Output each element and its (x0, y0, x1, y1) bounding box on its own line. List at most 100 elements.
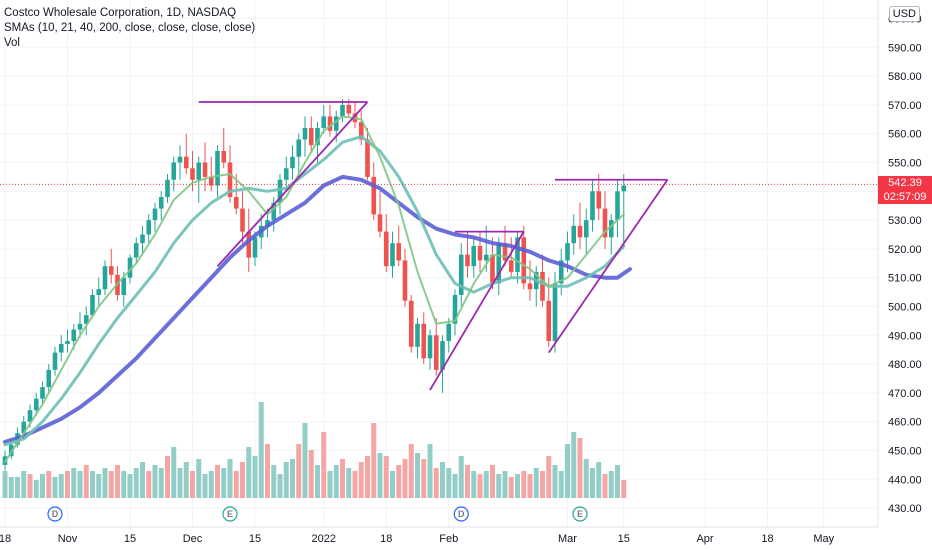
candle-body (283, 168, 289, 180)
time-tick-label: 18 (0, 533, 11, 545)
volume-bar (271, 465, 277, 498)
candle-body (540, 271, 545, 301)
candle-body (90, 294, 95, 316)
volume-bar (427, 444, 433, 498)
candle-body (577, 225, 583, 238)
candle-body (133, 243, 139, 258)
legend-vol[interactable]: Vol (4, 37, 20, 49)
candle-body (427, 335, 433, 359)
candle-body (183, 156, 189, 169)
volume-bar (52, 477, 58, 498)
candle-body (402, 260, 408, 301)
price-tick-label: 550.00 (888, 158, 922, 170)
candle-body (52, 352, 58, 370)
candle-body (46, 369, 52, 388)
candle-body (458, 254, 464, 295)
price-tick-label: 450.00 (888, 446, 922, 458)
volume-bar (596, 462, 602, 498)
candle-body (227, 162, 233, 198)
candle-body (221, 150, 227, 163)
price-tick-label: 520.00 (888, 244, 922, 256)
volume-bar (8, 477, 14, 498)
currency-badge[interactable]: USD (888, 6, 920, 22)
price-tick-label: 480.00 (888, 359, 922, 371)
volume-bar (296, 444, 302, 498)
volume-bar (465, 465, 470, 498)
price-axis-panel[interactable] (878, 0, 932, 527)
volume-bar (146, 471, 152, 498)
volume-bar (265, 444, 270, 498)
legend-sma[interactable]: SMAs (10, 21, 40, 200, close, close, clo… (4, 22, 256, 34)
candle-body (8, 444, 14, 457)
volume-bar (452, 474, 458, 498)
volume-bar (46, 471, 52, 498)
volume-bar (215, 465, 220, 498)
volume-bar (233, 471, 239, 498)
candle-body (483, 254, 489, 261)
trend-line[interactable] (548, 179, 669, 354)
dividend-marker-icon[interactable] (47, 506, 63, 522)
candle-body (146, 220, 152, 235)
volume-bar (615, 465, 620, 498)
volume-bar (327, 471, 333, 498)
earnings-marker-icon[interactable] (222, 506, 238, 522)
volume-bar (90, 471, 95, 498)
volume-bar (202, 474, 208, 498)
volume-bar (608, 471, 614, 498)
event-marker-label: D (458, 509, 465, 519)
candle-body (265, 220, 270, 226)
time-axis-panel[interactable] (0, 527, 932, 550)
volume-bar (196, 459, 202, 498)
volume-bar (390, 471, 395, 498)
time-tick-label: 18 (761, 533, 773, 545)
volume-bar (546, 456, 552, 498)
volume-bar (308, 450, 314, 498)
trend-line[interactable] (429, 231, 525, 391)
volume-bar (396, 465, 402, 498)
dividend-marker-icon[interactable] (453, 506, 469, 522)
volume-bar (208, 471, 214, 498)
legend-title[interactable]: Costco Wholesale Corporation, 1D, NASDAQ (4, 7, 237, 19)
candle-body (590, 191, 595, 221)
volume-bar (502, 471, 508, 498)
price-tick-label: 560.00 (888, 129, 922, 141)
candle-body (383, 231, 389, 267)
time-tick-label: May (813, 533, 834, 545)
candle-body (546, 300, 552, 342)
sma-10-line (4, 115, 625, 463)
volume-bar (258, 402, 264, 498)
volume-bar (577, 438, 583, 498)
volume-bar (521, 471, 527, 498)
trend-line[interactable] (216, 101, 369, 267)
pattern-lines[interactable] (198, 101, 669, 391)
volume-bar (358, 462, 364, 498)
time-tick-label: Mar (558, 533, 577, 545)
volume-bar (246, 447, 252, 498)
volume-bar (77, 471, 83, 498)
time-axis: 18 Nov 15 Dec 15 2022 18 Feb Mar 15 Apr 18 May (0, 533, 835, 545)
candle-body (177, 156, 183, 163)
candle-body (83, 315, 89, 324)
candle-body (215, 150, 220, 186)
candle-body (421, 323, 427, 359)
volume-bar (171, 447, 177, 498)
candle-body (152, 208, 158, 221)
candle-body (196, 162, 202, 180)
volume-bar (115, 465, 120, 498)
candle-body (108, 266, 114, 275)
last-price-value: 542.39 (888, 177, 922, 189)
volume-bar (240, 462, 245, 498)
volume-bar (346, 468, 352, 498)
volume-bar (446, 468, 452, 498)
earnings-marker-icon[interactable] (572, 506, 588, 522)
event-marker-label: D (52, 509, 59, 519)
price-tick-label: 440.00 (888, 474, 922, 486)
candle-body (471, 246, 477, 267)
candle-body (321, 116, 327, 128)
volume-bar (321, 432, 327, 498)
time-tick-label: Nov (58, 533, 78, 545)
time-tick-label: 18 (380, 533, 392, 545)
candle-body (496, 243, 502, 284)
